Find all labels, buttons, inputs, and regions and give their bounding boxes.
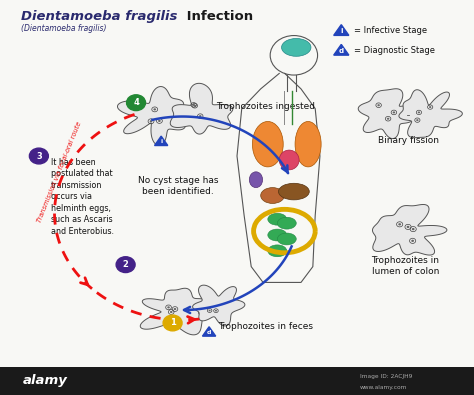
Circle shape — [418, 111, 420, 113]
Circle shape — [398, 223, 401, 226]
Text: 1: 1 — [170, 318, 175, 327]
Circle shape — [411, 240, 414, 242]
Circle shape — [158, 120, 161, 122]
Polygon shape — [399, 90, 462, 138]
Polygon shape — [358, 89, 429, 139]
Circle shape — [173, 308, 176, 310]
Text: 4: 4 — [133, 98, 139, 107]
Text: It has been
postulated that
transmission
occurs via
helminth eggs,
such as Ascar: It has been postulated that transmission… — [51, 158, 114, 236]
Text: d: d — [207, 330, 211, 335]
Text: Transmission via fecal-oral route: Transmission via fecal-oral route — [36, 120, 82, 223]
Circle shape — [209, 310, 210, 311]
Circle shape — [215, 310, 217, 312]
Ellipse shape — [268, 213, 287, 225]
Ellipse shape — [261, 188, 284, 203]
Polygon shape — [373, 205, 447, 255]
Circle shape — [407, 226, 410, 228]
Circle shape — [412, 228, 415, 230]
Polygon shape — [118, 87, 185, 145]
Circle shape — [127, 95, 146, 111]
Text: 3: 3 — [36, 152, 42, 160]
Polygon shape — [334, 44, 349, 55]
Circle shape — [154, 108, 156, 111]
Circle shape — [167, 306, 170, 308]
Ellipse shape — [268, 229, 287, 241]
Polygon shape — [202, 327, 216, 336]
Polygon shape — [334, 24, 349, 36]
Polygon shape — [140, 288, 208, 335]
Text: Image ID: 2ACJH9: Image ID: 2ACJH9 — [360, 374, 412, 379]
Text: Trophozoites in
lumen of colon: Trophozoites in lumen of colon — [371, 256, 439, 276]
Ellipse shape — [249, 172, 263, 188]
Polygon shape — [155, 136, 168, 145]
Ellipse shape — [282, 38, 311, 56]
Circle shape — [429, 106, 431, 108]
Ellipse shape — [268, 245, 287, 257]
Text: i: i — [340, 28, 343, 34]
Text: = Diagnostic Stage: = Diagnostic Stage — [354, 46, 435, 55]
Text: Trophozoites ingested: Trophozoites ingested — [216, 102, 315, 111]
Text: (Dientamoeba fragilis): (Dientamoeba fragilis) — [21, 24, 107, 33]
Circle shape — [192, 104, 195, 106]
Text: Dientamoeba fragilis: Dientamoeba fragilis — [21, 10, 178, 23]
Ellipse shape — [279, 183, 309, 200]
Text: Trophozoites in feces: Trophozoites in feces — [218, 322, 313, 331]
Ellipse shape — [279, 150, 299, 170]
Text: alamy: alamy — [23, 374, 67, 387]
Polygon shape — [192, 285, 245, 326]
Circle shape — [416, 119, 419, 121]
Circle shape — [377, 104, 380, 106]
Circle shape — [199, 115, 201, 117]
Circle shape — [387, 118, 389, 120]
Bar — [0, 367, 474, 395]
Text: = Infective Stage: = Infective Stage — [354, 26, 427, 35]
Circle shape — [29, 148, 48, 164]
Circle shape — [193, 105, 196, 107]
Circle shape — [392, 111, 395, 113]
Text: Infection: Infection — [182, 10, 253, 23]
Ellipse shape — [277, 233, 296, 245]
Text: d: d — [339, 48, 344, 54]
Ellipse shape — [295, 121, 321, 167]
Text: Binary fission: Binary fission — [378, 136, 439, 145]
Circle shape — [116, 257, 135, 273]
Ellipse shape — [277, 217, 296, 229]
Text: i: i — [160, 139, 162, 145]
Circle shape — [150, 120, 152, 122]
Polygon shape — [170, 83, 233, 134]
Text: www.alamy.com: www.alamy.com — [360, 386, 408, 390]
Text: 2: 2 — [123, 260, 128, 269]
Circle shape — [163, 315, 182, 331]
Circle shape — [170, 311, 173, 313]
Text: No cyst stage has
been identified.: No cyst stage has been identified. — [137, 176, 218, 196]
Ellipse shape — [252, 121, 283, 167]
